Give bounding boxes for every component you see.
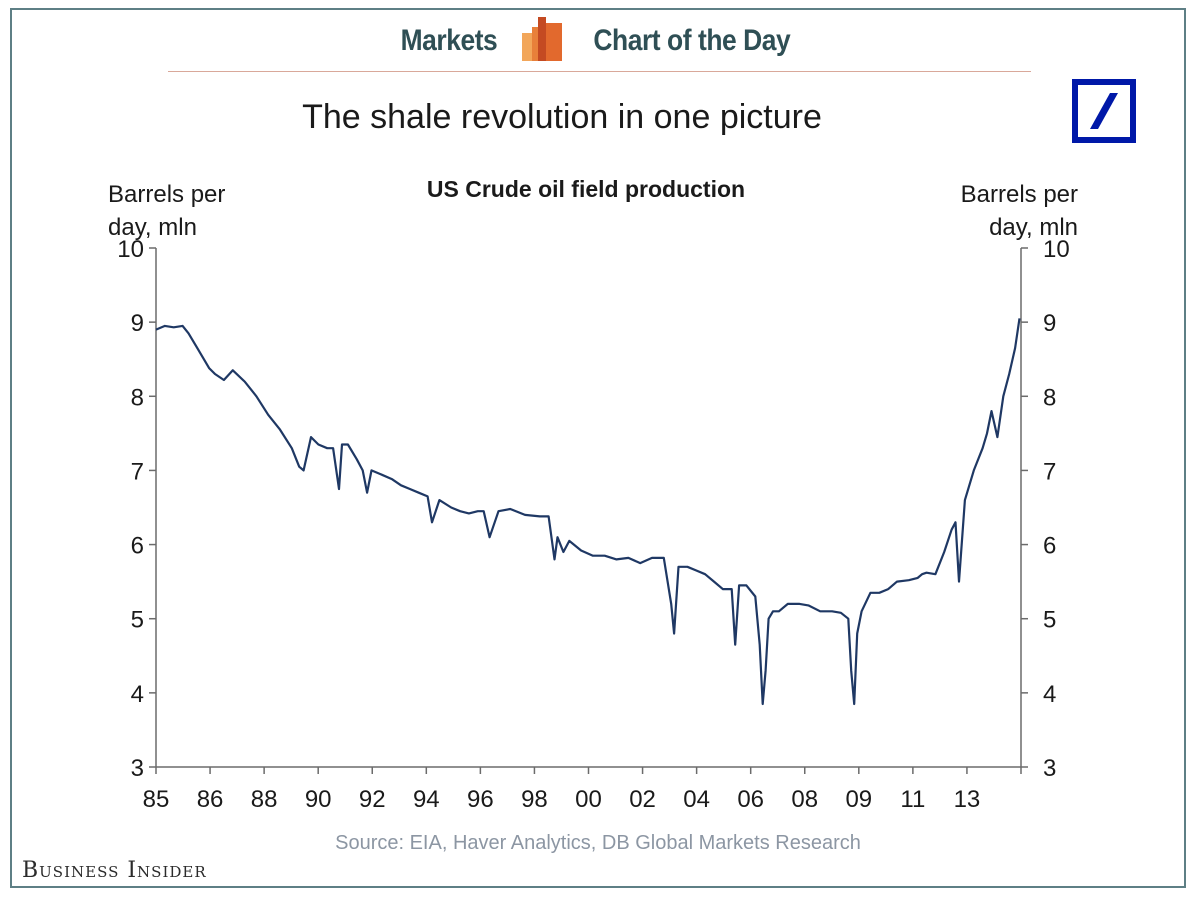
- y-tick-label-right: 5: [1043, 607, 1056, 634]
- x-tick-label: 88: [251, 786, 278, 813]
- x-tick-label: 00: [575, 786, 602, 813]
- y-axis-label-right: Barrels per day, mln: [960, 181, 1078, 241]
- y-tick-label-left: 6: [131, 533, 144, 560]
- chart-title: The shale revolution in one picture: [302, 98, 822, 136]
- x-tick-label: 02: [629, 786, 656, 813]
- x-tick-label: 92: [359, 786, 386, 813]
- x-tick-label: 90: [305, 786, 332, 813]
- brand-wordmark: Business Insider: [22, 858, 207, 883]
- x-tick-label: 13: [954, 786, 981, 813]
- y-tick-label-left: 3: [131, 755, 144, 782]
- x-tick-label: 11: [900, 786, 925, 813]
- header-banner: Markets Chart of the Day: [0, 16, 1198, 66]
- deutsche-bank-logo: [1072, 79, 1136, 148]
- y-tick-label-right: 8: [1043, 384, 1056, 411]
- y-tick-label-left: 9: [131, 310, 144, 337]
- x-tick-label: 86: [197, 786, 224, 813]
- x-tick-label: 94: [413, 786, 440, 813]
- source-note: Source: EIA, Haver Analytics, DB Global …: [335, 832, 861, 854]
- bar-chart-icon: [520, 16, 564, 66]
- y-tick-label-right: 4: [1043, 681, 1056, 708]
- y-tick-label-left: 4: [131, 681, 144, 708]
- y-tick-label-right: 3: [1043, 755, 1056, 782]
- y-tick-label-left: 5: [131, 607, 144, 634]
- x-tick-label: 96: [467, 786, 494, 813]
- chart-frame: [10, 8, 1186, 888]
- y-tick-label-left: 10: [117, 236, 144, 263]
- x-tick-label: 85: [143, 786, 170, 813]
- markets-label: Markets: [400, 24, 498, 57]
- y-tick-label-right: 7: [1043, 458, 1056, 485]
- series-line-us-crude-production: [155, 318, 1021, 706]
- banner-divider: [168, 71, 1031, 72]
- chart-of-the-day-label: Chart of the Day: [593, 24, 791, 57]
- x-tick-label: 06: [737, 786, 764, 813]
- y-tick-label-right: 9: [1043, 310, 1056, 337]
- y-tick-label-left: 7: [131, 458, 144, 485]
- y-axis-label-left: Barrels per day, mln: [108, 181, 226, 241]
- chart-subtitle: US Crude oil field production: [426, 176, 746, 202]
- x-tick-label: 04: [683, 786, 710, 813]
- x-tick-label: 08: [791, 786, 818, 813]
- y-tick-label-left: 8: [131, 384, 144, 411]
- y-tick-label-right: 10: [1043, 236, 1070, 263]
- x-tick-label: 98: [521, 786, 548, 813]
- x-tick-label: 09: [845, 786, 872, 813]
- y-tick-label-right: 6: [1043, 533, 1056, 560]
